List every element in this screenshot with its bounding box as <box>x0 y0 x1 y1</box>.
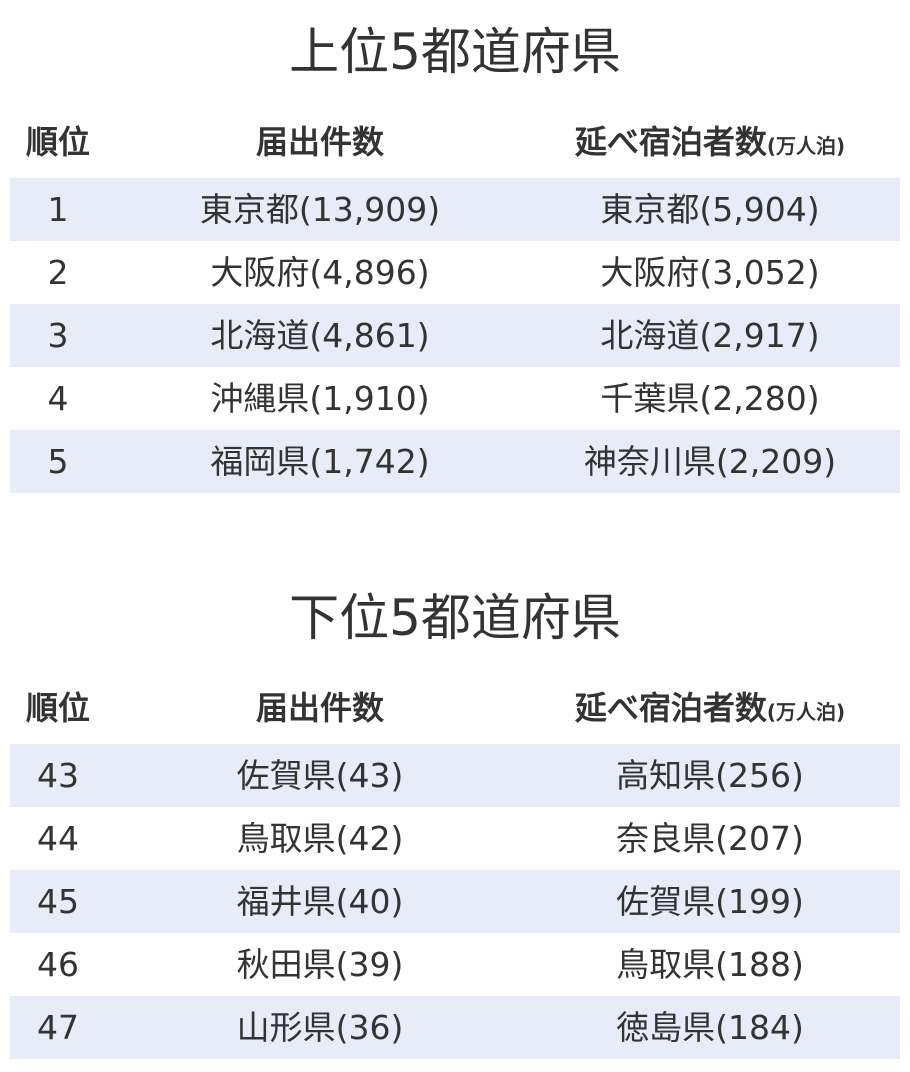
nights-cell: 佐賀県(199) <box>616 882 804 921</box>
header-nights: 延べ宿泊者数(万人泊) <box>500 683 910 737</box>
nights-cell: 鳥取県(188) <box>616 945 804 984</box>
count-cell: 秋田県(39) <box>236 945 404 984</box>
rank-cell: 43 <box>37 756 79 795</box>
header-count: 届出件数 <box>255 689 384 727</box>
header-unit: (万人泊) <box>766 134 846 158</box>
count-cell: 北海道(4,861) <box>210 316 430 355</box>
rank-cell: 2 <box>47 253 69 292</box>
count-cell: 佐賀県(43) <box>236 756 404 795</box>
section-title: 下位5都道府県 <box>289 589 621 647</box>
count-cell: 福岡県(1,742) <box>210 442 430 481</box>
nights-cell: 徳島県(184) <box>616 1008 804 1047</box>
header-unit: (万人泊) <box>766 700 846 724</box>
rank-cell: 44 <box>37 819 79 858</box>
section-title: 上位5都道府県 <box>289 23 621 81</box>
table-row: 3 北海道(4,861) 北海道(2,917) <box>10 304 900 367</box>
header-nights-label: 延べ宿泊者数 <box>574 123 767 161</box>
nights-cell: 神奈川県(2,209) <box>583 442 837 481</box>
count-cell: 沖縄県(1,910) <box>210 379 430 418</box>
nights-cell: 高知県(256) <box>616 756 804 795</box>
table-row: 4 沖縄県(1,910) 千葉県(2,280) <box>10 367 900 430</box>
table-row: 45 福井県(40) 佐賀県(199) <box>10 870 900 933</box>
table-row: 46 秋田県(39) 鳥取県(188) <box>10 933 900 996</box>
header-nights: 延べ宿泊者数(万人泊) <box>500 117 910 171</box>
count-cell: 鳥取県(42) <box>236 819 404 858</box>
header-count: 届出件数 <box>255 123 384 161</box>
nights-cell: 東京都(5,904) <box>600 190 820 229</box>
table-row: 5 福岡県(1,742) 神奈川県(2,209) <box>10 430 900 493</box>
nights-cell: 千葉県(2,280) <box>600 379 820 418</box>
table-row: 1 東京都(13,909) 東京都(5,904) <box>10 178 900 241</box>
table-row: 47 山形県(36) 徳島県(184) <box>10 996 900 1059</box>
header-rank: 順位 <box>25 123 90 161</box>
count-cell: 大阪府(4,896) <box>210 253 430 292</box>
table-header: 順位 届出件数 延べ宿泊者数(万人泊) <box>0 683 910 733</box>
rank-cell: 45 <box>37 882 79 921</box>
table-header: 順位 届出件数 延べ宿泊者数(万人泊) <box>0 117 910 167</box>
table-row: 44 鳥取県(42) 奈良県(207) <box>10 807 900 870</box>
nights-cell: 奈良県(207) <box>616 819 804 858</box>
rank-cell: 46 <box>37 945 79 984</box>
count-cell: 福井県(40) <box>236 882 404 921</box>
table-row: 2 大阪府(4,896) 大阪府(3,052) <box>10 241 900 304</box>
count-cell: 山形県(36) <box>236 1008 404 1047</box>
nights-cell: 北海道(2,917) <box>600 316 820 355</box>
header-rank: 順位 <box>25 689 90 727</box>
rank-cell: 47 <box>37 1008 79 1047</box>
nights-cell: 大阪府(3,052) <box>600 253 820 292</box>
rank-cell: 3 <box>47 316 69 355</box>
table-row: 43 佐賀県(43) 高知県(256) <box>10 744 900 807</box>
rank-cell: 4 <box>47 379 69 418</box>
header-nights-label: 延べ宿泊者数 <box>574 689 767 727</box>
count-cell: 東京都(13,909) <box>199 190 441 229</box>
rank-cell: 1 <box>47 190 69 229</box>
rank-cell: 5 <box>47 442 69 481</box>
